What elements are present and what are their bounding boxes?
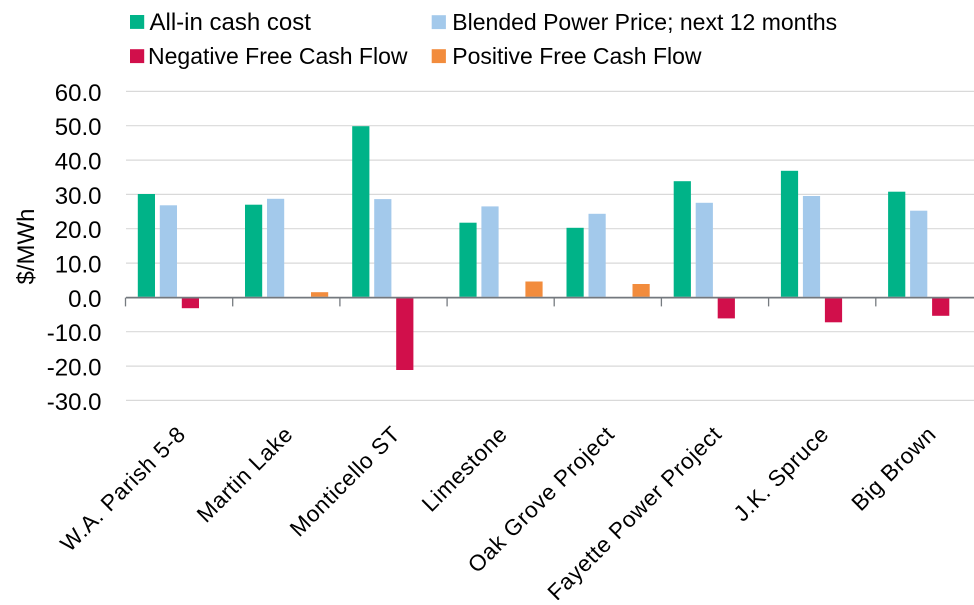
svg-text:10.0: 10.0 bbox=[55, 252, 102, 279]
svg-text:Positive Free Cash Flow: Positive Free Cash Flow bbox=[452, 43, 702, 69]
svg-text:20.0: 20.0 bbox=[55, 217, 102, 244]
svg-text:Negative Free Cash Flow: Negative Free Cash Flow bbox=[148, 43, 408, 69]
svg-text:0.0: 0.0 bbox=[68, 286, 101, 313]
svg-text:$/MWh: $/MWh bbox=[13, 208, 40, 284]
svg-text:-30.0: -30.0 bbox=[47, 389, 102, 416]
svg-text:-20.0: -20.0 bbox=[47, 355, 102, 382]
svg-text:60.0: 60.0 bbox=[55, 80, 102, 107]
svg-text:30.0: 30.0 bbox=[55, 183, 102, 210]
svg-text:Blended Power Price; next 12 m: Blended Power Price; next 12 months bbox=[452, 9, 837, 35]
svg-text:50.0: 50.0 bbox=[55, 114, 102, 141]
svg-text:40.0: 40.0 bbox=[55, 149, 102, 176]
svg-text:All-in cash cost: All-in cash cost bbox=[150, 9, 312, 36]
svg-text:-10.0: -10.0 bbox=[47, 320, 102, 347]
